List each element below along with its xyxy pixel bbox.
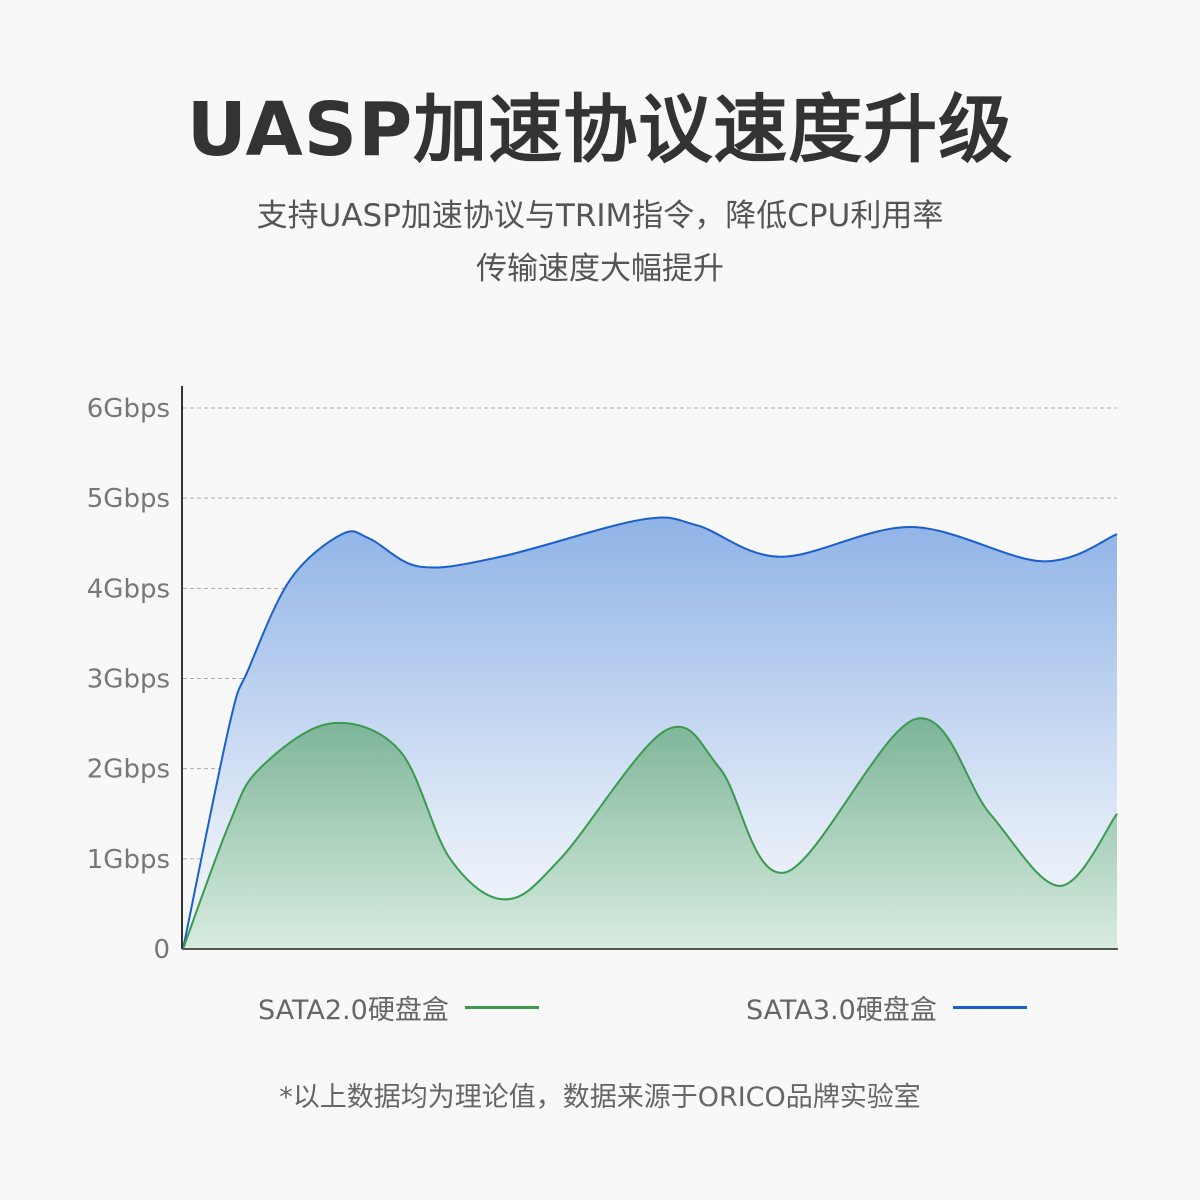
legend-label: SATA2.0硬盘盒 (258, 995, 449, 1026)
y-tick-label: 1Gbps (87, 845, 170, 875)
y-tick-label: 4Gbps (87, 574, 170, 604)
legend-swatch (952, 1006, 1027, 1009)
subtitle-line-2: 传输速度大幅提升 (476, 251, 724, 287)
y-tick-label: 6Gbps (87, 394, 170, 424)
legend-label: SATA3.0硬盘盒 (746, 995, 937, 1026)
y-tick-label: 3Gbps (87, 665, 170, 695)
series-area-1 (183, 718, 1117, 949)
page-title: UASP加速协议速度升级 (186, 87, 1014, 173)
y-tick-label: 5Gbps (87, 484, 170, 514)
series-line-1 (182, 717, 1118, 950)
y-tick-label: 2Gbps (87, 755, 170, 785)
legend-swatch (464, 1006, 539, 1009)
footnote: *以上数据均为理论值，数据来源于ORICO品牌实验室 (279, 1082, 921, 1113)
y-tick-label: 0 (153, 935, 170, 965)
legend-sata2: SATA2.0硬盘盒 (258, 988, 539, 1027)
subtitle-line-1: 支持UASP加速协议与TRIM指令，降低CPU利用率 (256, 198, 944, 234)
series-line-0 (182, 516, 1118, 950)
legend-sata3: SATA3.0硬盘盒 (746, 988, 1027, 1027)
